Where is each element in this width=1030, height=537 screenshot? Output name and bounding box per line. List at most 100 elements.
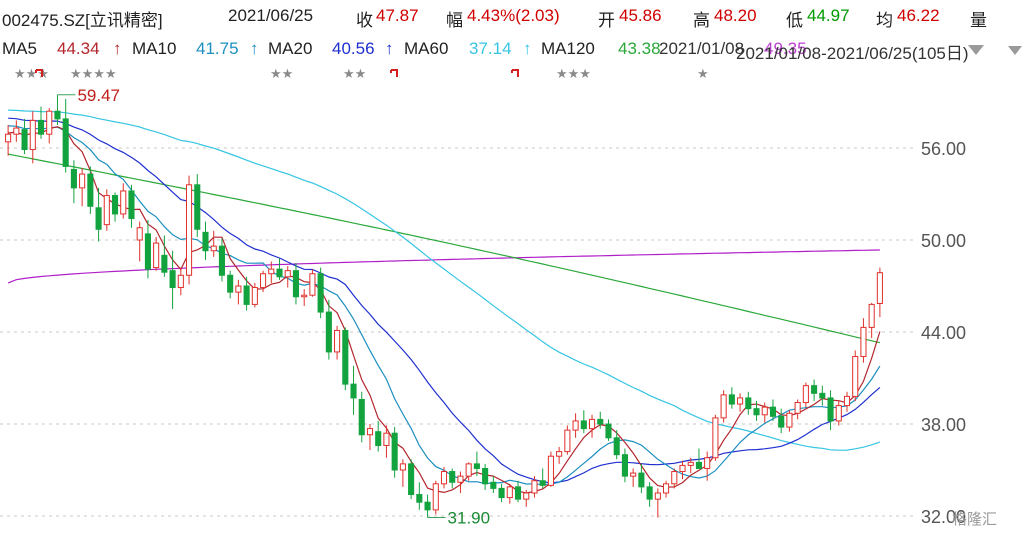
candle-body [309, 273, 316, 296]
ma60-value: 37.14 [469, 39, 512, 58]
candle-body [268, 268, 275, 275]
high-value: 48.20 [714, 6, 757, 25]
avg-label: 均 [876, 11, 893, 30]
candle-body [852, 356, 859, 397]
open-label: 开 [598, 11, 615, 30]
candle-body [465, 463, 472, 477]
candle-body [95, 207, 102, 230]
candle-body [588, 418, 596, 430]
quote-header: 002475.SZ[立讯精密] 2021/06/25 收 47.87 幅 4.4… [0, 0, 1030, 34]
low-annotation: 31.90 [448, 509, 491, 528]
ma10-value: 41.75 [196, 39, 239, 58]
candle-body [811, 385, 818, 394]
ma5-line [8, 126, 881, 494]
high-label: 高 [693, 11, 710, 30]
candle-body [366, 428, 374, 436]
open-value: 45.86 [619, 6, 662, 25]
low-label: 低 [786, 11, 803, 30]
candle-body [144, 233, 151, 270]
candle-body [260, 273, 267, 289]
candle-body [482, 467, 489, 485]
change-label: 幅 [446, 11, 463, 30]
candle-body [153, 242, 160, 269]
candle-body [613, 437, 620, 456]
signal-flag-icon [390, 69, 398, 77]
moving-average-legend: MA5 44.34 ↑ MA10 41.75 ↑ MA20 40.56 ↑ MA… [0, 34, 1030, 64]
ma20-line [8, 117, 881, 484]
candle-body [235, 285, 242, 293]
menu-arrow-icon[interactable] [1008, 46, 1022, 55]
ma250-value: 49.35 [764, 39, 807, 58]
signal-star-icon: ★★★ [14, 67, 49, 82]
ma10-arrow: ↑ [250, 39, 259, 58]
ma5-value: 44.34 [57, 39, 100, 58]
candle-body [761, 406, 768, 416]
candle-body [70, 168, 77, 189]
candle-body [514, 486, 522, 500]
dropdown-arrow-icon[interactable] [968, 45, 984, 55]
candle-body [539, 480, 546, 486]
signal-star-icon: ★★★ [556, 67, 591, 82]
close-value: 47.87 [376, 6, 419, 25]
candle-body [284, 270, 291, 278]
candle-body [54, 110, 61, 120]
candle-body [654, 492, 661, 500]
stock-code[interactable]: 002475.SZ[立讯精密] [2, 11, 163, 30]
candle-body [21, 129, 28, 151]
candle-body [136, 227, 143, 241]
candle-body [103, 195, 110, 226]
watermark-text: 格隆汇 [952, 511, 998, 528]
candle-body [819, 392, 826, 399]
ma5-arrow: ↑ [113, 39, 122, 58]
signal-flag-icon [511, 69, 519, 77]
candle-body [358, 398, 365, 436]
candle-body [185, 184, 193, 276]
candle-body [424, 501, 431, 511]
candle-body [457, 475, 464, 483]
candle-body [843, 395, 851, 407]
y-tick-label: 56.00 [921, 139, 966, 159]
ma120-label[interactable]: MA120 [541, 39, 595, 58]
candle-body [564, 429, 571, 453]
candle-body [638, 472, 645, 488]
candle-body [62, 118, 69, 167]
candle-body [416, 494, 423, 503]
signal-star-icon: ★★★★ [70, 67, 117, 82]
candle-body [5, 133, 12, 143]
candle-body [432, 483, 439, 511]
y-tick-label: 32.00 [921, 507, 966, 527]
candle-body [490, 481, 497, 489]
candle-body [679, 464, 686, 473]
candle-body [227, 274, 234, 293]
candle-body [802, 385, 809, 404]
candle-body [202, 231, 209, 252]
candle-body [630, 472, 637, 477]
quote-date: 2021/06/25 [228, 6, 314, 25]
candle-body [737, 397, 744, 405]
high-annotation: 59.47 [77, 86, 120, 105]
candle-body [547, 455, 554, 486]
candle-body [556, 451, 563, 457]
candle-body [276, 268, 283, 278]
candle-body [440, 471, 448, 485]
candle-body [572, 420, 579, 431]
candle-body [13, 127, 20, 135]
signal-star-icon: ★ [697, 67, 709, 82]
candle-body [621, 454, 628, 477]
signal-flag-icon [35, 69, 43, 77]
ma5-label[interactable]: MA5 [2, 39, 37, 58]
ma10-label[interactable]: MA10 [132, 39, 177, 58]
candle-body [663, 483, 670, 494]
ma250-line [7, 249, 880, 284]
candle-body [745, 397, 752, 410]
ma120-value: 43.38 [618, 39, 661, 58]
ma60-line [8, 109, 881, 451]
ma20-value: 40.56 [332, 39, 375, 58]
candle-body [391, 432, 398, 471]
ma60-label[interactable]: MA60 [404, 39, 449, 58]
ma120-line [7, 153, 881, 344]
ma20-label[interactable]: MA20 [268, 39, 313, 58]
avg-value: 46.22 [897, 6, 940, 25]
candle-body [194, 184, 201, 230]
